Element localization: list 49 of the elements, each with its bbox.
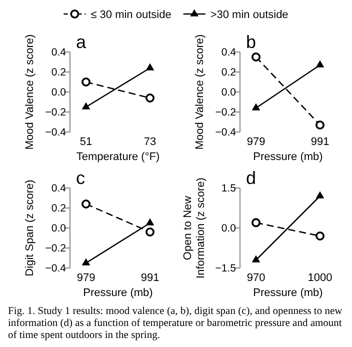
y-tick-label: 0.0 — [221, 222, 236, 234]
x-tick-label: 51 — [80, 136, 92, 148]
chart-title: a — [76, 32, 87, 52]
y-axis-title: Mood Valence (z score) — [24, 34, 36, 150]
y-tick-label: −0.2 — [45, 242, 66, 254]
x-axis-title: Pressure (mb) — [253, 151, 323, 163]
y-tick-label: 1.5 — [221, 182, 236, 194]
x-tick-label: 991 — [140, 272, 160, 284]
point — [316, 120, 324, 130]
y-tick-label: 0.4 — [51, 182, 66, 194]
legend-label: >30 min outside — [210, 9, 288, 21]
caption: Fig. 1. Study 1 results: mood valence (a, b), digit span (c), and openness to new information (d) as a function of temperature or barometric pressure and amount of time spent outdoors in the spring. — [8, 306, 343, 341]
point — [82, 78, 90, 86]
y-tick-label: −0.2 — [215, 106, 236, 118]
y-tick-label: 0.4 — [221, 46, 236, 58]
x-tick-label: 979 — [76, 272, 96, 284]
chart-title: c — [76, 168, 85, 188]
x-tick-label: 979 — [246, 136, 266, 148]
y-tick-label: 0.2 — [221, 66, 236, 78]
y-tick-label: −1.5 — [215, 262, 236, 274]
point — [82, 200, 90, 208]
legend-label: ≤ 30 min outside — [90, 9, 172, 21]
y-axis-title: Digit Span (z score) — [24, 180, 36, 276]
y-tick-label: 0.0 — [221, 86, 236, 98]
y-tick-label: 0.2 — [51, 66, 66, 78]
x-tick-label: 970 — [246, 272, 266, 284]
y-tick-label: 0.4 — [51, 46, 66, 58]
x-tick-label: 991 — [310, 136, 330, 148]
y-axis-title: Mood Valence (z score) — [194, 34, 206, 150]
x-axis-title: Pressure (mb) — [83, 287, 153, 299]
y-tick-label: −0.4 — [45, 126, 66, 138]
chart-title: d — [246, 168, 256, 188]
y-tick-label: 0.0 — [51, 222, 66, 234]
y-tick-label: −0.4 — [215, 126, 236, 138]
y-tick-label: 0.0 — [51, 86, 66, 98]
point — [146, 94, 154, 102]
x-tick-label: 1000 — [308, 272, 332, 284]
chart-title: b — [246, 32, 256, 52]
y-tick-label: −0.2 — [45, 106, 66, 118]
y-tick-label: 0.2 — [51, 202, 66, 214]
point — [252, 52, 260, 62]
y-axis-title: Open to New Information (z score) — [182, 178, 207, 278]
x-axis-title: Temperature (°F) — [76, 151, 160, 163]
point — [146, 228, 154, 236]
point — [316, 232, 324, 240]
x-axis-title: Pressure (mb) — [253, 287, 323, 299]
point — [252, 218, 260, 228]
x-tick-label: 73 — [144, 136, 156, 148]
y-tick-label: −0.4 — [45, 262, 66, 274]
